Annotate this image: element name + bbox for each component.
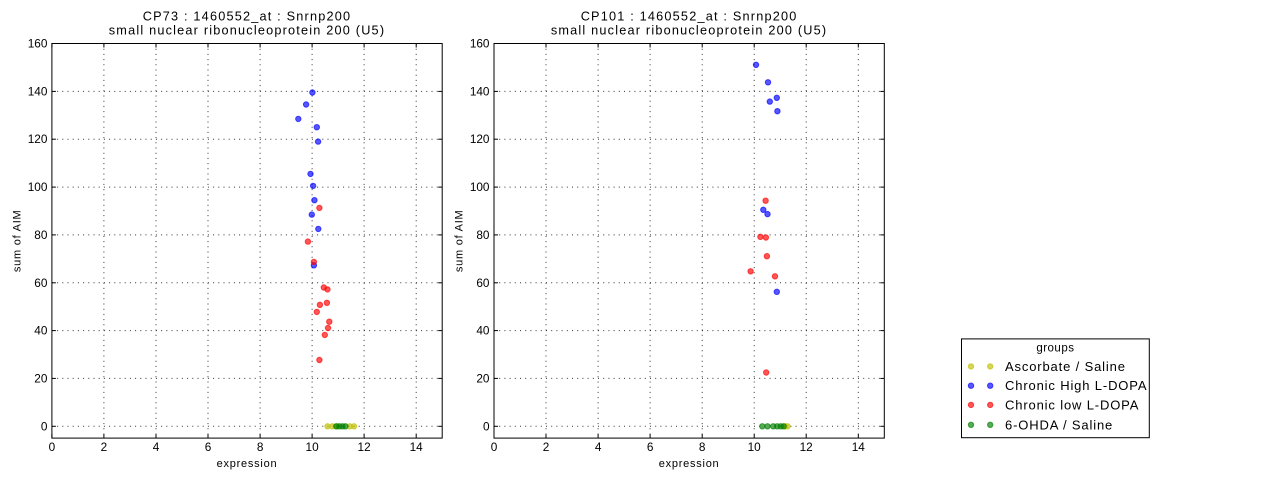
svg-text:8: 8	[257, 440, 264, 454]
svg-text:0: 0	[49, 440, 56, 454]
svg-text:14: 14	[852, 440, 866, 454]
svg-text:120: 120	[28, 132, 48, 146]
svg-text:sum of AIM: sum of AIM	[11, 210, 23, 273]
svg-text:0: 0	[491, 440, 498, 454]
svg-text:10: 10	[306, 440, 320, 454]
svg-text:0: 0	[41, 419, 48, 433]
svg-text:2: 2	[101, 440, 108, 454]
svg-text:20: 20	[476, 371, 490, 385]
svg-text:small nuclear ribonucleoprotei: small nuclear ribonucleoprotein 200 (U5)	[109, 23, 386, 37]
svg-text:10: 10	[748, 440, 762, 454]
svg-text:Chronic High L-DOPA: Chronic High L-DOPA	[1005, 378, 1147, 393]
svg-text:small nuclear ribonucleoprotei: small nuclear ribonucleoprotein 200 (U5)	[551, 23, 828, 37]
svg-text:160: 160	[28, 37, 48, 51]
svg-text:160: 160	[470, 37, 490, 51]
svg-text:expression: expression	[659, 458, 720, 470]
svg-text:sum of AIM: sum of AIM	[454, 210, 466, 273]
svg-text:20: 20	[34, 371, 48, 385]
svg-text:14: 14	[410, 440, 424, 454]
svg-text:120: 120	[470, 132, 490, 146]
svg-text:expression: expression	[217, 458, 278, 470]
svg-text:80: 80	[34, 228, 48, 242]
svg-text:Ascorbate / Saline: Ascorbate / Saline	[1005, 359, 1126, 374]
svg-text:6: 6	[205, 440, 212, 454]
svg-text:12: 12	[800, 440, 813, 454]
svg-text:60: 60	[34, 276, 48, 290]
svg-text:8: 8	[699, 440, 706, 454]
svg-text:40: 40	[476, 324, 490, 338]
svg-text:CP101 : 1460552_at : Snrnp200: CP101 : 1460552_at : Snrnp200	[581, 10, 798, 24]
svg-text:6: 6	[647, 440, 654, 454]
svg-text:4: 4	[153, 440, 160, 454]
svg-text:6-OHDA / Saline: 6-OHDA / Saline	[1005, 417, 1113, 432]
svg-text:40: 40	[34, 324, 48, 338]
svg-text:Chronic low L-DOPA: Chronic low L-DOPA	[1005, 397, 1139, 412]
svg-text:100: 100	[470, 180, 490, 194]
svg-text:0: 0	[483, 419, 490, 433]
svg-text:4: 4	[595, 440, 602, 454]
svg-text:CP73 : 1460552_at : Snrnp200: CP73 : 1460552_at : Snrnp200	[143, 10, 352, 24]
svg-text:60: 60	[476, 276, 490, 290]
svg-text:12: 12	[358, 440, 371, 454]
svg-text:100: 100	[28, 180, 48, 194]
svg-text:groups: groups	[1036, 343, 1074, 355]
svg-text:2: 2	[543, 440, 550, 454]
svg-text:140: 140	[470, 84, 490, 98]
svg-text:80: 80	[476, 228, 490, 242]
svg-text:140: 140	[28, 84, 48, 98]
